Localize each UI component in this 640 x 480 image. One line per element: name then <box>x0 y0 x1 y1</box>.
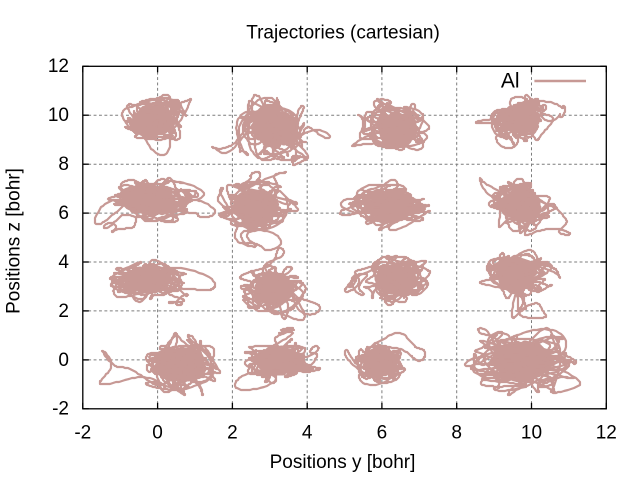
svg-text:2: 2 <box>227 423 238 444</box>
svg-text:10: 10 <box>521 423 542 444</box>
svg-text:6: 6 <box>377 423 388 444</box>
svg-text:8: 8 <box>58 154 69 175</box>
svg-text:Trajectories (cartesian): Trajectories (cartesian) <box>246 23 440 44</box>
svg-text:6: 6 <box>58 203 69 224</box>
svg-text:10: 10 <box>48 105 69 126</box>
svg-text:4: 4 <box>302 423 313 444</box>
svg-text:2: 2 <box>58 301 69 322</box>
svg-text:12: 12 <box>596 423 617 444</box>
svg-text:Positions z [bohr]: Positions z [bohr] <box>4 168 25 314</box>
svg-text:8: 8 <box>451 423 462 444</box>
svg-text:4: 4 <box>58 252 69 273</box>
svg-text:Positions y [bohr]: Positions y [bohr] <box>270 452 416 473</box>
svg-text:-2: -2 <box>52 399 69 420</box>
svg-text:Al: Al <box>501 70 520 93</box>
svg-text:-2: -2 <box>74 423 91 444</box>
svg-text:0: 0 <box>152 423 163 444</box>
svg-text:12: 12 <box>48 56 69 77</box>
svg-text:0: 0 <box>58 350 69 371</box>
